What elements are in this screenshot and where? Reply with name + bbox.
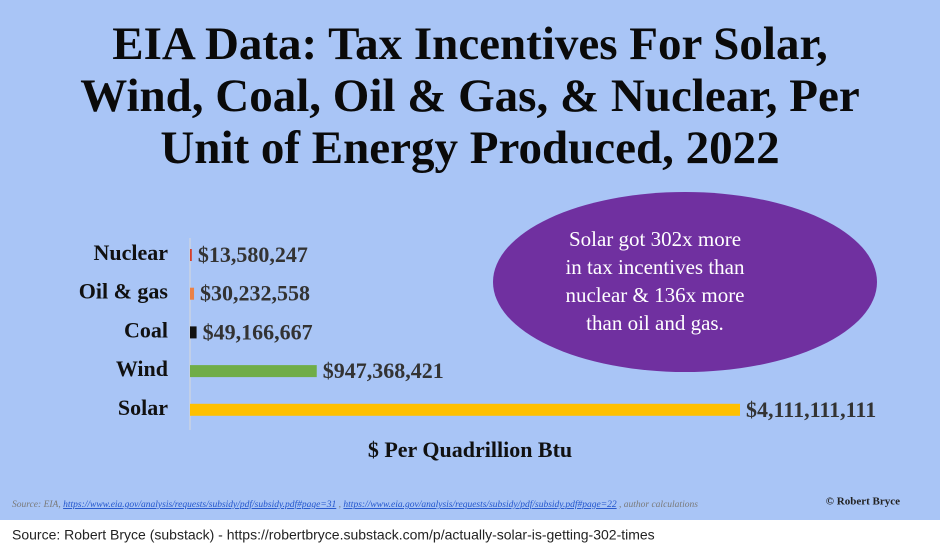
bar: [190, 249, 192, 261]
y-tick-label: Coal: [124, 317, 168, 342]
x-axis-label: $ Per Quadrillion Btu: [368, 437, 572, 462]
value-label: $4,111,111,111: [746, 397, 876, 422]
annotation-text: in tax incentives than: [565, 255, 745, 279]
source-note: Source: EIA, https://www.eia.gov/analysi…: [12, 499, 698, 510]
bar: [190, 287, 195, 300]
chart-title: Wind, Coal, Oil & Gas, & Nuclear, Per: [80, 70, 859, 122]
bar: [190, 365, 317, 378]
y-tick-label: Nuclear: [93, 240, 168, 265]
y-tick-label: Wind: [116, 356, 168, 381]
bar: [190, 326, 197, 339]
source-prefix: Source: EIA,: [12, 500, 61, 510]
chart-title: Unit of Energy Produced, 2022: [160, 122, 779, 174]
source-link[interactable]: https://www.eia.gov/analysis/requests/su…: [63, 499, 336, 510]
value-label: $13,580,247: [198, 242, 308, 267]
annotation-text: Solar got 302x more: [569, 227, 741, 251]
value-label: $947,368,421: [323, 358, 444, 383]
y-tick-label: Solar: [118, 395, 168, 420]
chart-title: EIA Data: Tax Incentives For Solar,: [112, 18, 828, 70]
y-tick-label: Oil & gas: [79, 279, 169, 304]
value-label: $49,166,667: [203, 319, 313, 344]
copyright: © Robert Bryce: [826, 496, 900, 508]
source-suffix: author calculations: [624, 500, 698, 510]
footer: Source: Robert Bryce (substack) - https:…: [12, 527, 655, 543]
source-link[interactable]: https://www.eia.gov/analysis/requests/su…: [343, 499, 616, 510]
annotation-text: than oil and gas.: [586, 311, 724, 335]
footer-band: [0, 520, 940, 550]
bar: [190, 403, 740, 416]
annotation-text: nuclear & 136x more: [565, 283, 744, 307]
annotation-bubble: [493, 192, 877, 372]
value-label: $30,232,558: [200, 281, 310, 306]
